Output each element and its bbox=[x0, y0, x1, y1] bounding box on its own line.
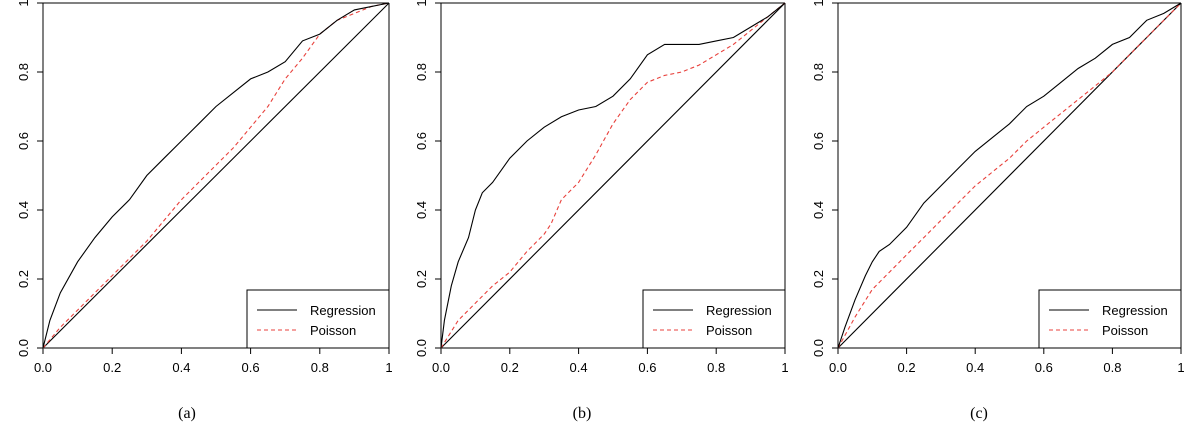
y-tick-label: 0.6 bbox=[811, 132, 826, 150]
legend-box bbox=[642, 289, 786, 349]
x-tick-label: 0.6 bbox=[242, 360, 260, 375]
legend-label-regression: Regression bbox=[1102, 303, 1168, 318]
y-tick-label: 1 bbox=[414, 0, 429, 7]
x-tick-label: 0.4 bbox=[570, 360, 588, 375]
x-tick-label: 0.8 bbox=[311, 360, 329, 375]
legend-label-poisson: Poisson bbox=[706, 323, 752, 338]
x-tick-label: 0.0 bbox=[34, 360, 52, 375]
legend-label-regression: Regression bbox=[706, 303, 772, 318]
series-line-diagonal bbox=[440, 2, 786, 349]
x-tick-label: 0.6 bbox=[1035, 360, 1053, 375]
legend-label-poisson: Poisson bbox=[1102, 323, 1148, 338]
series-line-regression bbox=[837, 2, 1182, 349]
x-tick-label: 0.0 bbox=[829, 360, 847, 375]
x-tick-label: 0.4 bbox=[172, 360, 190, 375]
y-tick-label: 1 bbox=[811, 0, 826, 7]
legend: Regression Poisson bbox=[1038, 289, 1182, 349]
y-tick-label: 0.2 bbox=[16, 270, 31, 288]
panel-caption: (c) bbox=[970, 405, 988, 422]
y-tick-label: 0.6 bbox=[16, 132, 31, 150]
y-tick-label: 0.2 bbox=[811, 270, 826, 288]
y-tick-label: 0.0 bbox=[414, 339, 429, 357]
x-tick-label: 0.0 bbox=[432, 360, 450, 375]
series-line-poisson bbox=[440, 2, 786, 349]
chart-panel-b: 0.0 0.2 0.4 0.6 0.8 1 0.0 0.2 0.4 0.6 0.8 1 Regressi… bbox=[414, 0, 789, 422]
y-tick-label: 1 bbox=[16, 0, 31, 7]
panel-caption: (b) bbox=[573, 405, 592, 422]
chart-panel-c: 0.0 0.2 0.4 0.6 0.8 1 0.0 0.2 0.4 0.6 0.8 1 Regressi… bbox=[811, 0, 1185, 422]
x-tick-label: 0.2 bbox=[103, 360, 121, 375]
y-tick-label: 0.4 bbox=[414, 201, 429, 219]
x-tick-label: 0.4 bbox=[966, 360, 984, 375]
legend: Regression Poisson bbox=[246, 289, 390, 349]
series-line-regression bbox=[42, 2, 390, 349]
x-tick-label: 1 bbox=[1177, 360, 1184, 375]
legend-label-poisson: Poisson bbox=[310, 323, 356, 338]
x-tick-label: 0.8 bbox=[707, 360, 725, 375]
legend-box bbox=[1038, 289, 1182, 349]
y-tick-label: 0.0 bbox=[16, 339, 31, 357]
y-tick-label: 0.8 bbox=[811, 63, 826, 81]
x-tick-label: 1 bbox=[385, 360, 392, 375]
x-tick-label: 0.6 bbox=[638, 360, 656, 375]
panel-caption: (a) bbox=[178, 405, 196, 422]
y-tick-label: 0.2 bbox=[414, 270, 429, 288]
legend-box bbox=[246, 289, 390, 349]
y-tick-label: 0.4 bbox=[16, 201, 31, 219]
legend: Regression Poisson bbox=[642, 289, 786, 349]
series-line-poisson bbox=[837, 2, 1182, 349]
x-tick-label: 0.2 bbox=[501, 360, 519, 375]
y-tick-label: 0.8 bbox=[16, 63, 31, 81]
chart-panel-a: 0.0 0.2 0.4 0.6 0.8 1 0.0 0.2 0.4 0.6 0.8 1 Regressi… bbox=[16, 0, 393, 422]
y-tick-label: 0.4 bbox=[811, 201, 826, 219]
legend-label-regression: Regression bbox=[310, 303, 376, 318]
x-tick-label: 0.8 bbox=[1103, 360, 1121, 375]
x-tick-label: 0.2 bbox=[898, 360, 916, 375]
y-tick-label: 0.0 bbox=[811, 339, 826, 357]
series-line-diagonal bbox=[42, 2, 390, 349]
x-tick-label: 1 bbox=[781, 360, 788, 375]
y-tick-label: 0.6 bbox=[414, 132, 429, 150]
y-tick-label: 0.8 bbox=[414, 63, 429, 81]
series-line-regression bbox=[440, 2, 786, 349]
